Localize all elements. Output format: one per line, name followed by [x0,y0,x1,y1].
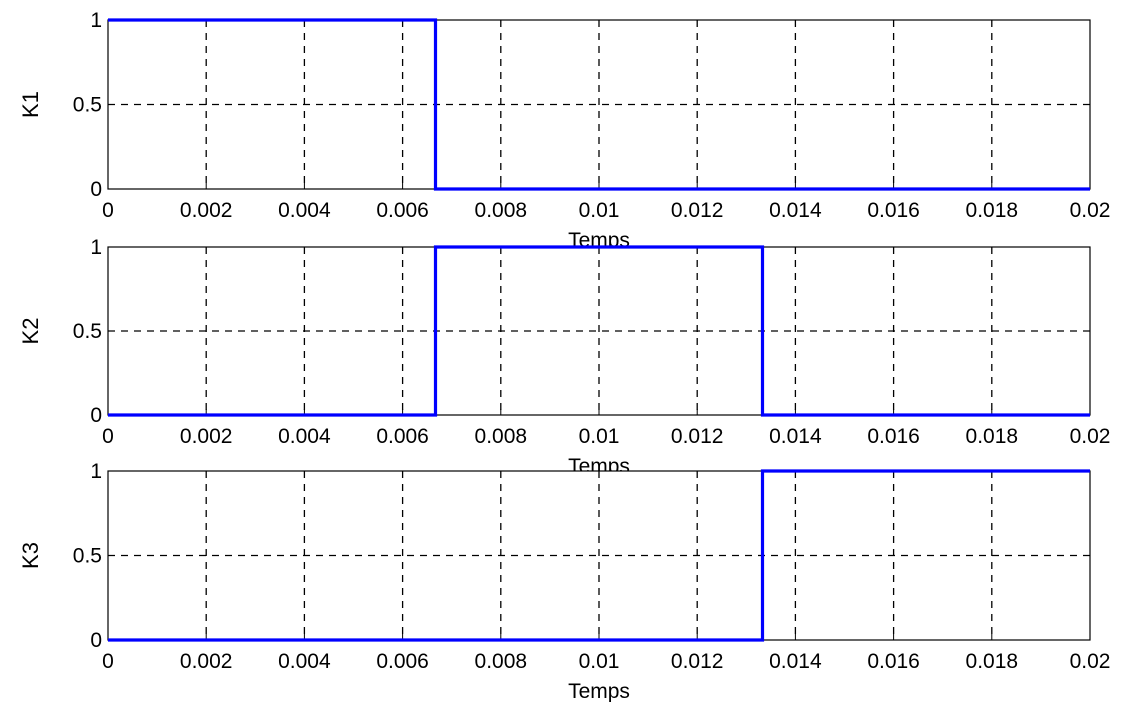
y-tick-label: 0.5 [73,94,102,117]
x-tick-label: 0.004 [278,199,331,222]
x-tick-label: 0.002 [180,650,233,673]
subplot-2: 0 0.002 0.004 0.006 0.008 0.01 0.012 0.014 0.016… [18,236,1110,478]
x-tick-label: 0.012 [671,199,724,222]
x-tick-label: 0.004 [278,650,331,673]
x-tick-label: 0.018 [966,199,1019,222]
x-tick-label: 0.008 [475,425,528,448]
x-tick-label: 0.016 [867,425,920,448]
x-tick-label: 0 [102,425,114,448]
x-tick-label: 0.014 [769,650,822,673]
x-tick-label: 0.016 [867,199,920,222]
x-tick-label: 0.02 [1070,425,1111,448]
x-tick-label: 0 [102,650,114,673]
x-tick-label: 0.01 [579,199,620,222]
x-tick-label: 0.006 [376,425,429,448]
y-tick-label: 1 [90,460,102,483]
x-tick-label: 0.018 [966,425,1019,448]
x-tick-label: 0.01 [579,650,620,673]
subplot-3: 0 0.002 0.004 0.006 0.008 0.01 0.012 0.014 0.016… [18,460,1111,703]
x-tick-label: 0.02 [1070,650,1111,673]
y-tick-label: 1 [90,236,102,259]
x-tick-label: 0.014 [769,199,822,222]
y-tick-label: 0 [90,178,102,201]
x-tick-label: 0.018 [966,650,1019,673]
x-tick-label: 0.008 [475,199,528,222]
y-tick-label: 0.5 [73,545,102,568]
series-line-k1 [108,18,1090,191]
y-axis-label: K1 [18,91,43,118]
y-tick-label: 0.5 [73,320,102,343]
series-line-k2 [108,245,1090,417]
x-tick-label: 0.02 [1070,199,1111,222]
x-tick-label: 0.014 [769,425,822,448]
series-line-k3 [108,469,1090,642]
subplot-1: 0 0.002 0.004 0.006 0.008 0.01 0.012 0.014 0.016… [18,9,1110,252]
x-tick-label: 0.006 [376,199,429,222]
x-tick-label: 0.002 [180,425,233,448]
x-tick-label: 0.01 [579,425,620,448]
x-tick-label: 0.016 [867,650,920,673]
y-axis-label: K2 [18,318,43,345]
x-tick-label: 0.012 [671,650,724,673]
x-tick-label: 0.012 [671,425,724,448]
x-tick-label: 0 [102,199,114,222]
x-tick-label: 0.002 [180,199,233,222]
x-axis-label: Temps [568,680,630,702]
y-axis-label: K3 [18,542,43,569]
y-tick-label: 1 [90,9,102,32]
y-tick-label: 0 [90,629,102,652]
x-tick-label: 0.008 [475,650,528,673]
x-tick-label: 0.006 [376,650,429,673]
x-tick-label: 0.004 [278,425,331,448]
y-tick-label: 0 [90,404,102,427]
